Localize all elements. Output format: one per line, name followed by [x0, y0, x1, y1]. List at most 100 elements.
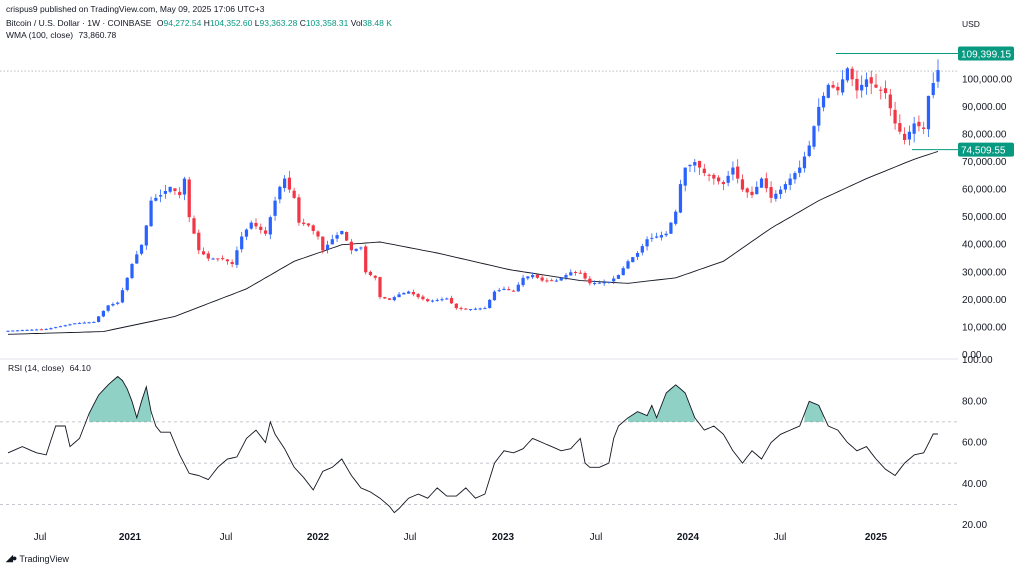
rsi-tick-label: 100.00: [962, 355, 993, 366]
candle-body: [87, 322, 91, 324]
candle-body: [426, 299, 430, 302]
candle-body: [325, 244, 330, 250]
candle-body: [759, 178, 764, 188]
candle-body: [903, 133, 907, 140]
candle-body: [345, 231, 349, 241]
candle-body: [58, 326, 63, 328]
candle-body: [435, 299, 439, 301]
candle-body: [163, 190, 167, 194]
candle-body: [116, 302, 120, 304]
candle-body: [201, 251, 206, 255]
price-tick-label: 0.00: [962, 350, 982, 361]
candle-body: [693, 162, 697, 166]
time-tick-label: 2024: [677, 532, 700, 543]
candle-body: [826, 84, 830, 98]
candle-body: [655, 236, 659, 238]
candle-body: [240, 236, 244, 250]
candle-body: [740, 179, 745, 190]
candle-body: [211, 258, 215, 260]
candle-body: [354, 248, 358, 251]
candle-body: [545, 280, 549, 282]
candle-body: [111, 304, 115, 306]
candle-body: [283, 178, 287, 189]
candle-body: [926, 95, 931, 130]
candle-body: [612, 278, 616, 282]
candle-body: [149, 200, 153, 227]
candle-body: [688, 164, 692, 167]
candle-body: [626, 261, 630, 269]
candle-body: [392, 297, 396, 301]
candle-body: [831, 84, 835, 88]
candle-body: [640, 246, 644, 253]
rsi-path: [7, 375, 938, 514]
rsi-value: 64.10: [70, 363, 92, 373]
candle-body: [907, 131, 911, 140]
candle-body: [717, 177, 721, 182]
candle-body: [526, 276, 530, 279]
volume-value: 38.48 K: [362, 18, 392, 28]
candle-body: [364, 246, 368, 273]
low-value: 93,363.28: [259, 18, 298, 28]
candle-body: [578, 272, 582, 274]
rsi-fill-area: [89, 376, 152, 422]
candle-body: [531, 275, 535, 278]
candle-body: [230, 261, 234, 265]
candle-body: [550, 280, 554, 282]
candle-body: [120, 290, 125, 303]
candle-body: [383, 297, 387, 299]
candle-body: [917, 121, 921, 127]
symbol-info: Bitcoin / U.S. Dollar · 1W · COINBASE O9…: [6, 18, 392, 28]
candle-body: [645, 239, 649, 247]
candle-body: [879, 89, 883, 91]
candle-body: [602, 282, 606, 284]
candle-body: [931, 82, 935, 96]
wma-label: WMA (100, close): [6, 30, 74, 40]
candle-body: [521, 277, 525, 286]
candle-body: [273, 200, 277, 216]
candle-body: [454, 303, 458, 309]
candle-body: [635, 253, 640, 257]
price-tag-box: [958, 142, 1014, 157]
candle-body: [507, 289, 511, 291]
candle-body: [812, 126, 816, 147]
tradingview-logo: ◢● TradingView: [6, 553, 69, 564]
candle-body: [20, 330, 24, 332]
candle-body: [287, 177, 291, 190]
candle-body: [683, 167, 687, 186]
candle-body: [779, 189, 783, 195]
candle-body: [650, 237, 654, 239]
wma-line: [7, 150, 939, 335]
candle-body: [535, 274, 539, 278]
candle-body: [774, 193, 778, 199]
candle-body: [182, 178, 187, 195]
candle-body: [373, 275, 377, 278]
candle-body: [607, 281, 611, 283]
candle-body: [368, 271, 373, 276]
low-label: L: [254, 18, 260, 28]
candle-body: [82, 322, 86, 324]
time-tick-label: 2023: [492, 532, 515, 543]
candle-body: [54, 327, 58, 329]
candle-body: [330, 239, 334, 245]
candle-body: [864, 79, 869, 87]
open-value: 94,272.54: [163, 18, 202, 28]
candle-body: [869, 77, 873, 84]
rsi-line: [7, 375, 938, 514]
candle-body: [559, 277, 563, 281]
candle-body: [898, 123, 902, 132]
candle-body: [297, 197, 301, 223]
time-axis: Jul 2021 Jul 2022 Jul 2023 Jul 2024 Jul 2025: [34, 532, 888, 543]
candle-body: [73, 323, 77, 325]
candle-body: [259, 226, 263, 231]
candle-body: [726, 175, 730, 183]
candle-body: [235, 250, 239, 265]
candle-body: [15, 330, 20, 332]
candle-body: [173, 188, 177, 191]
candle-body: [311, 225, 315, 231]
rsi-axis: 20.00 40.00 60.00 80.00 100.00: [962, 355, 993, 531]
candle-body: [430, 300, 435, 302]
candle-body: [502, 288, 506, 290]
candle-body: [850, 68, 854, 80]
candle-body: [349, 241, 353, 251]
